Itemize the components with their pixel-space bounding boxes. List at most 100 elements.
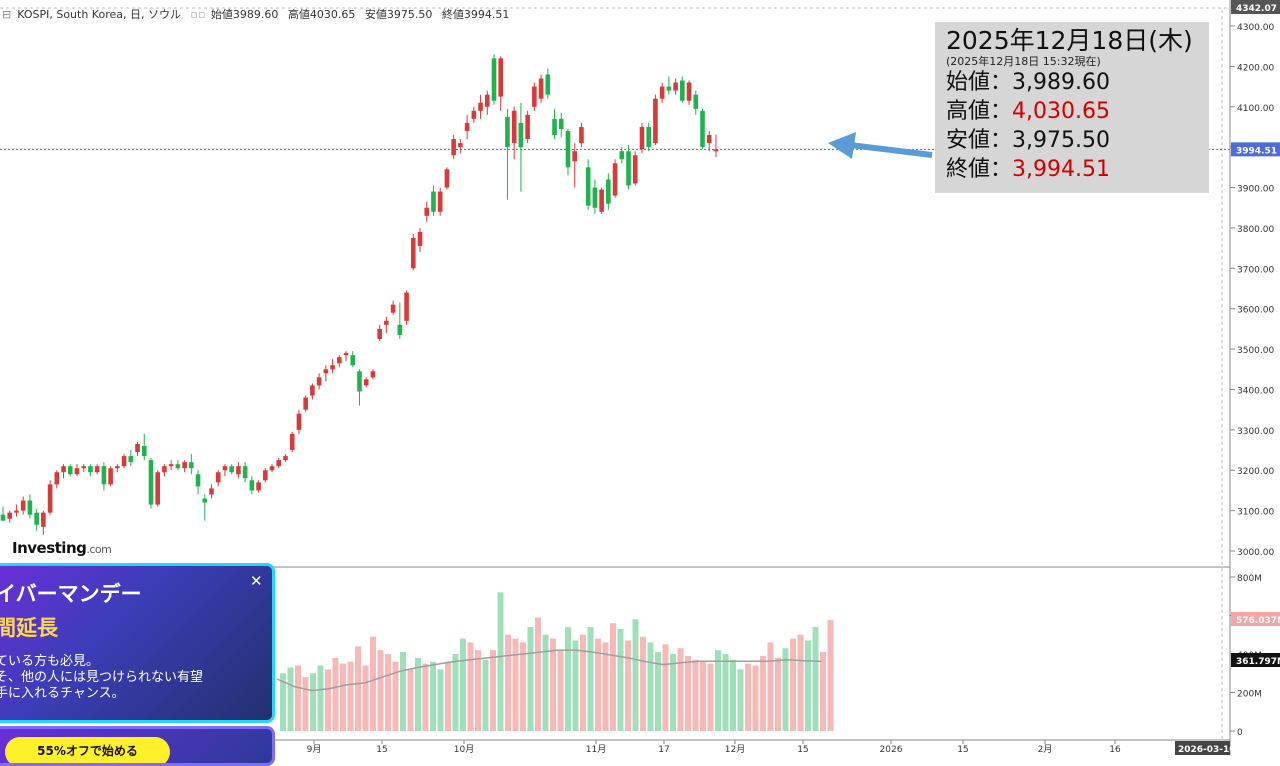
time-tick-label: 9月: [307, 744, 322, 755]
quote-as-of: (2025年12月18日 15:32現在): [946, 55, 1101, 68]
candle-body: [195, 474, 201, 487]
candle-up: [343, 351, 349, 362]
candle-body: [585, 167, 591, 206]
volume-bar-up: [640, 636, 646, 731]
candle-body: [141, 446, 147, 457]
candle-down: [195, 470, 201, 495]
candle-down: [693, 90, 699, 115]
candle-body: [81, 466, 87, 469]
candle-body: [491, 58, 497, 101]
candle-body: [565, 131, 571, 168]
candle-down: [565, 128, 571, 176]
candle-up: [484, 90, 490, 115]
candle-body: [115, 466, 120, 469]
volume-bar-up: [685, 655, 691, 731]
time-tick-label: 15: [957, 745, 968, 755]
candle-up: [222, 464, 228, 477]
end-date-badge: 2026-03-10: [1175, 741, 1236, 755]
candle-body: [263, 470, 268, 481]
volume-bar-up: [392, 661, 399, 731]
close-icon[interactable]: ✕: [250, 572, 263, 590]
candle-body: [242, 466, 248, 479]
candle-down: [666, 76, 672, 95]
legend-close: 終値3994.51: [441, 8, 510, 21]
volume-bar-down: [452, 654, 459, 731]
legend-toggle-icon[interactable]: ▫▫: [190, 8, 206, 21]
candle-up: [296, 409, 302, 434]
candle-body: [14, 510, 19, 513]
candlestick-series: [0, 54, 719, 535]
candle-down: [606, 173, 611, 210]
candle-body: [680, 80, 685, 101]
candle-down: [67, 464, 73, 477]
volume-bar-down: [527, 627, 534, 731]
candle-body: [7, 512, 13, 519]
candle-up: [182, 460, 187, 473]
candle-up: [384, 316, 389, 333]
candle-up: [511, 106, 517, 160]
promo-banner[interactable]: イバーマンデー 間延長 ている方も必見。 そ、他の人には見つけられない有望 手に…: [0, 563, 275, 723]
volume-bar-up: [385, 654, 391, 731]
candle-body: [464, 122, 470, 131]
candle-down: [545, 68, 551, 99]
candle-body: [236, 466, 241, 475]
candle-body: [478, 102, 483, 111]
candle-up: [363, 377, 369, 388]
candle-up: [215, 470, 221, 487]
candle-body: [518, 122, 524, 148]
promo-title: イバーマンデー: [0, 582, 142, 606]
collapse-icon[interactable]: ⊟: [2, 8, 12, 21]
volume-bar-up: [707, 663, 714, 731]
candle-down: [27, 494, 33, 519]
volume-bar-down: [782, 648, 789, 731]
volume-bar-up: [557, 650, 564, 731]
candle-down: [148, 458, 154, 509]
candle-down: [141, 433, 147, 461]
volume-bar-down: [647, 642, 654, 731]
candle-body: [397, 324, 403, 335]
candle-body: [34, 512, 39, 525]
price-tick-label: 3800.00: [1237, 225, 1274, 235]
volume-bar-down: [400, 652, 406, 731]
volume-bar-up: [610, 623, 616, 731]
candle-down: [700, 108, 705, 150]
volume-ma-badge-bg: [1231, 653, 1280, 667]
candle-body: [599, 189, 604, 212]
candle-up: [14, 504, 19, 517]
candle-down: [101, 462, 107, 491]
legend-low: 安値3975.50: [364, 8, 433, 21]
candle-up: [256, 480, 261, 493]
candle-body: [249, 480, 255, 491]
candle-body: [182, 462, 187, 469]
candle-body: [47, 484, 53, 513]
volume-bar-up: [602, 642, 609, 731]
promo-cta-button[interactable]: 55%オフで始める: [5, 737, 170, 763]
candle-down: [88, 464, 93, 477]
candle-up: [47, 480, 53, 515]
candle-up: [276, 458, 282, 469]
candle-body: [686, 82, 692, 101]
candle-up: [94, 464, 100, 475]
quote-date: 2025年12月18日(木): [946, 26, 1193, 55]
candle-up: [532, 82, 537, 111]
candle-body: [384, 320, 389, 325]
volume-bar-up: [550, 638, 556, 731]
candle-body: [289, 433, 295, 451]
quote-low: 安値：3,975.50: [946, 128, 1110, 153]
candle-body: [505, 116, 510, 148]
price-tick-label: 4300.00: [1237, 23, 1274, 33]
price-tick-label: 3600.00: [1237, 306, 1274, 316]
price-tick-label: 4100.00: [1237, 104, 1274, 114]
promo-subtitle: 間延長: [0, 616, 58, 640]
volume-bar-up: [370, 636, 376, 731]
candle-body: [283, 456, 288, 461]
candle-body: [417, 231, 423, 247]
candle-up: [74, 464, 80, 477]
candle-body: [94, 466, 100, 473]
candle-up: [283, 454, 288, 463]
volume-bar-down: [542, 634, 549, 731]
price-tick-label: 3400.00: [1237, 386, 1274, 396]
volume-bar-up: [347, 661, 354, 731]
legend-high: 高値4030.65: [287, 8, 356, 21]
volume-bar-up: [535, 617, 541, 731]
